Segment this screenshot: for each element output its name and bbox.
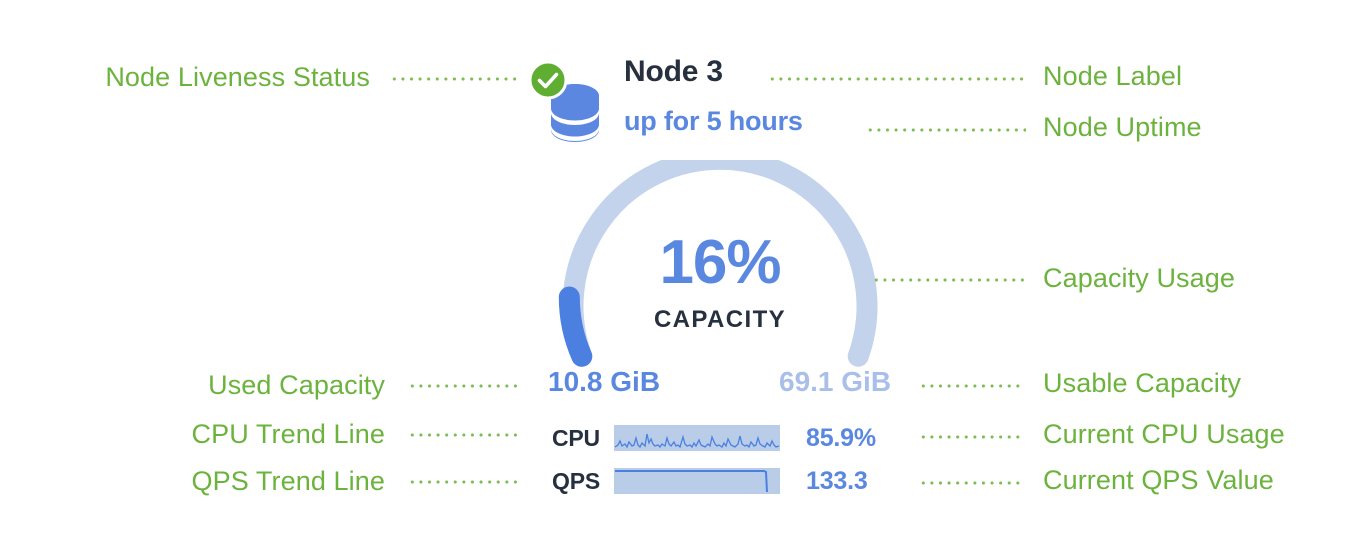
capacity-caption-text: CAPACITY: [653, 306, 787, 333]
annotation-node-liveness-status: Node Liveness Status: [105, 62, 370, 92]
annotation-node-uptime: Node Uptime: [1043, 112, 1202, 142]
metric-label-cpu: CPU: [552, 424, 600, 451]
cpu-current-value: 85.9%: [806, 423, 876, 452]
node-uptime-text: up for 5 hours: [624, 106, 803, 136]
capacity-gauge: 16% CAPACITY: [558, 148, 882, 375]
used-capacity-value: 10.8 GiB: [548, 366, 661, 397]
leader-usable-capacity: [919, 384, 1024, 388]
gauge-value-arc: [558, 286, 593, 367]
leader-capacity-usage: [872, 278, 1024, 282]
annotation-node-label: Node Label: [1043, 61, 1183, 91]
green-check-badge-icon: [528, 60, 568, 100]
leader-current-cpu-usage: [919, 435, 1024, 439]
leader-cpu-trend-line: [408, 433, 521, 437]
annotation-current-qps-value: Current QPS Value: [1043, 465, 1274, 495]
node-label-text: Node 3: [624, 55, 723, 88]
leader-current-qps-value: [919, 481, 1024, 485]
gauge-track: [562, 148, 878, 367]
annotation-used-capacity: Used Capacity: [208, 370, 385, 400]
qps-current-value: 133.3: [806, 466, 868, 495]
annotation-capacity-usage: Capacity Usage: [1043, 263, 1235, 293]
leader-qps-trend-line: [408, 480, 521, 484]
leader-node-uptime: [866, 128, 1026, 132]
leader-used-capacity: [408, 384, 521, 388]
annotation-current-cpu-usage: Current CPU Usage: [1043, 419, 1285, 449]
capacity-percent-text: 16%: [659, 228, 781, 297]
capacity-gauge-arc: [558, 148, 878, 367]
node-icon-group: [528, 60, 602, 144]
metric-label-qps: QPS: [552, 467, 600, 494]
qps-sparkline: [614, 468, 780, 494]
annotation-usable-capacity: Usable Capacity: [1043, 368, 1242, 398]
metric-row-qps: QPS 133.3: [552, 466, 868, 496]
usable-capacity-value: 69.1 GiB: [779, 366, 892, 397]
leader-node-label: [768, 77, 1026, 81]
cpu-sparkline: [614, 425, 780, 451]
metric-row-cpu: CPU 85.9%: [552, 423, 876, 453]
leader-node-liveness-status: [390, 77, 520, 81]
annotation-qps-trend-line: QPS Trend Line: [191, 466, 385, 496]
annotation-cpu-trend-line: CPU Trend Line: [191, 419, 385, 449]
